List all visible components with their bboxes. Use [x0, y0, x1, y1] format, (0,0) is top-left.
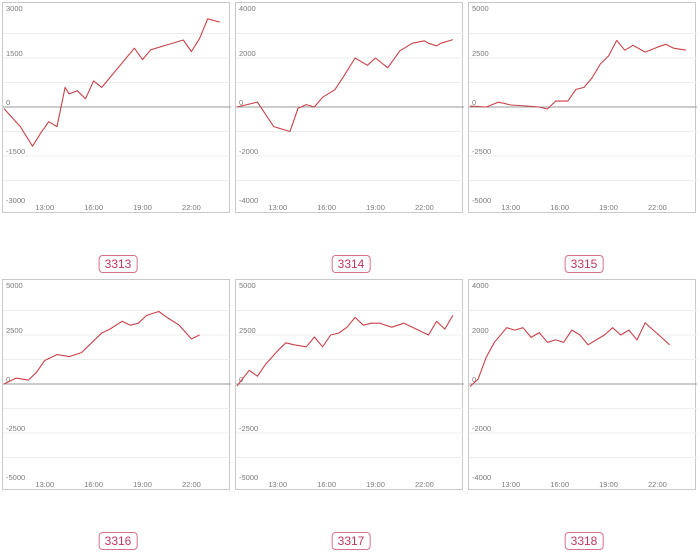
y-tick-label: 2000	[239, 49, 256, 58]
x-tick-label: 19:00	[599, 480, 618, 489]
chart-frame: 3000 1500 0 -1500 -3000 13:00 16:00 19:00 22:00	[2, 2, 231, 213]
y-tick-label: -5000	[6, 473, 25, 482]
x-tick-label: 16:00	[317, 480, 336, 489]
chart-panel-3313: 3000 1500 0 -1500 -3000 13:00 16:00 19:00 22:00 3…	[2, 2, 235, 279]
x-tick-label: 13:00	[501, 480, 520, 489]
x-tick-label: 22:00	[415, 480, 434, 489]
line-chart: 4000 2000 0 -2000 -4000 13:00 16:00 19:00 22:00	[469, 281, 697, 489]
y-tick-label: 1500	[6, 49, 23, 58]
chart-panel-3315: 5000 2500 0 -2500 -5000 13:00 16:00 19:00 22:00 3…	[468, 2, 700, 279]
y-tick-label: -2000	[472, 424, 491, 433]
x-tick-label: 13:00	[268, 203, 287, 212]
x-tick-label: 19:00	[133, 480, 152, 489]
y-tick-label: -2500	[6, 424, 25, 433]
series-line	[469, 322, 670, 387]
y-tick-label: -2500	[239, 424, 258, 433]
x-tick-label: 13:00	[35, 203, 54, 212]
chart-label-badge: 3317	[331, 532, 371, 550]
y-tick-label: -5000	[472, 196, 491, 205]
x-tick-label: 22:00	[648, 480, 667, 489]
line-chart: 5000 2500 0 -2500 -5000 13:00 16:00 19:00 22:00	[3, 281, 231, 489]
x-tick-label: 13:00	[268, 480, 287, 489]
x-tick-label: 16:00	[550, 480, 569, 489]
x-tick-label: 16:00	[84, 480, 103, 489]
y-tick-label: -5000	[239, 473, 258, 482]
x-tick-label: 19:00	[599, 203, 618, 212]
chart-label-badge: 3314	[331, 255, 371, 273]
x-tick-label: 19:00	[133, 203, 152, 212]
chart-panel-3314: 4000 2000 0 -2000 -4000 13:00 16:00 19:00 22:00 3…	[235, 2, 468, 279]
y-tick-label: 2500	[6, 326, 23, 335]
y-tick-label: 2500	[239, 326, 256, 335]
series-line	[3, 18, 221, 147]
chart-label-badge: 3315	[564, 255, 604, 273]
y-tick-label: 0	[472, 98, 476, 107]
x-tick-label: 19:00	[366, 480, 385, 489]
y-tick-label: 4000	[472, 281, 489, 290]
line-chart: 5000 2500 0 -2500 -5000 13:00 16:00 19:00 22:00	[236, 281, 464, 489]
y-tick-label: 0	[472, 375, 476, 384]
series-line	[236, 39, 454, 133]
y-tick-label: -4000	[472, 473, 491, 482]
x-tick-label: 13:00	[35, 480, 54, 489]
y-tick-label: 2500	[472, 49, 489, 58]
y-tick-label: 0	[6, 98, 10, 107]
y-tick-label: 5000	[472, 4, 489, 13]
y-tick-label: -2000	[239, 147, 258, 156]
chart-frame: 5000 2500 0 -2500 -5000 13:00 16:00 19:00 22:00	[468, 2, 697, 213]
chart-frame: 5000 2500 0 -2500 -5000 13:00 16:00 19:00 22:00	[235, 279, 464, 490]
chart-panel-3318: 4000 2000 0 -2000 -4000 13:00 16:00 19:00 22:00 3…	[468, 279, 700, 556]
y-tick-label: 3000	[6, 4, 23, 13]
x-tick-label: 22:00	[648, 203, 667, 212]
y-tick-label: 0	[239, 98, 243, 107]
y-tick-label: 2000	[472, 326, 489, 335]
x-tick-label: 22:00	[182, 203, 201, 212]
chart-panel-3316: 5000 2500 0 -2500 -5000 13:00 16:00 19:00 22:00 3…	[2, 279, 235, 556]
chart-frame: 4000 2000 0 -2000 -4000 13:00 16:00 19:00 22:00	[235, 2, 464, 213]
line-chart: 5000 2500 0 -2500 -5000 13:00 16:00 19:00 22:00	[469, 4, 697, 212]
series-line	[3, 310, 200, 385]
chart-label-badge: 3313	[98, 255, 138, 273]
y-tick-label: -1500	[6, 147, 25, 156]
x-tick-label: 16:00	[84, 203, 103, 212]
x-tick-label: 19:00	[366, 203, 385, 212]
chart-label-badge: 3318	[564, 532, 604, 550]
x-tick-label: 16:00	[317, 203, 336, 212]
chart-frame: 5000 2500 0 -2500 -5000 13:00 16:00 19:00 22:00	[2, 279, 231, 490]
chart-panel-3317: 5000 2500 0 -2500 -5000 13:00 16:00 19:00 22:00 3…	[235, 279, 468, 556]
x-tick-label: 16:00	[550, 203, 569, 212]
line-chart: 3000 1500 0 -1500 -3000 13:00 16:00 19:00 22:00	[3, 4, 231, 212]
y-tick-label: 5000	[239, 281, 256, 290]
y-tick-label: 4000	[239, 4, 256, 13]
y-tick-label: -4000	[239, 196, 258, 205]
line-chart: 4000 2000 0 -2000 -4000 13:00 16:00 19:00 22:00	[236, 4, 464, 212]
x-tick-label: 22:00	[415, 203, 434, 212]
series-line	[469, 39, 686, 110]
y-tick-label: 0	[239, 375, 243, 384]
y-tick-label: 0	[6, 375, 10, 384]
y-tick-label: 5000	[6, 281, 23, 290]
x-tick-label: 22:00	[182, 480, 201, 489]
series-line	[236, 315, 454, 387]
y-tick-label: -2500	[472, 147, 491, 156]
y-tick-label: -3000	[6, 196, 25, 205]
chart-label-badge: 3316	[98, 532, 138, 550]
x-tick-label: 13:00	[501, 203, 520, 212]
chart-frame: 4000 2000 0 -2000 -4000 13:00 16:00 19:00 22:00	[468, 279, 697, 490]
